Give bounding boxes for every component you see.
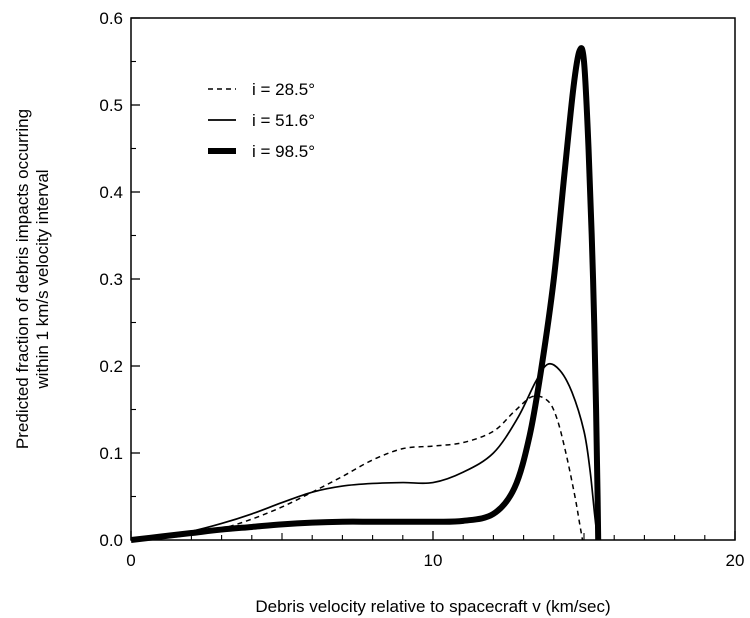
- y-tick-label: 0.2: [99, 357, 123, 376]
- legend: i = 28.5° i = 51.6° i = 98.5°: [208, 80, 315, 161]
- series-line-3: [130, 45, 602, 543]
- y-axis-title-line-1: Predicted fraction of debris impacts occ…: [13, 109, 32, 449]
- y-tick-label: 0.5: [99, 96, 123, 115]
- series-lines: [130, 45, 602, 543]
- y-tick-label: 0.3: [99, 270, 123, 289]
- y-axis-title-line-2: within 1 km/s velocity interval: [33, 169, 52, 389]
- y-tick-label: 0.0: [99, 531, 123, 550]
- axis-ticks: [130, 17, 736, 541]
- y-tick-label: 0.6: [99, 9, 123, 28]
- y-tick-label: 0.1: [99, 444, 123, 463]
- x-tick-label: 10: [424, 551, 443, 570]
- y-axis-title: Predicted fraction of debris impacts occ…: [13, 109, 52, 449]
- tick-labels: 0.0 0.1 0.2 0.3 0.4 0.5 0.6 0 10 20: [99, 9, 744, 570]
- legend-label-3: i = 98.5°: [252, 142, 315, 161]
- y-tick-label: 0.4: [99, 183, 123, 202]
- legend-label-1: i = 28.5°: [252, 80, 315, 99]
- x-tick-label: 0: [126, 551, 135, 570]
- plot-frame: [130, 17, 736, 541]
- x-tick-label: 20: [726, 551, 745, 570]
- series-line-1: [130, 395, 584, 541]
- x-axis-title: Debris velocity relative to spacecraft v…: [255, 597, 610, 616]
- legend-label-2: i = 51.6°: [252, 111, 315, 130]
- series-line-2: [130, 362, 599, 541]
